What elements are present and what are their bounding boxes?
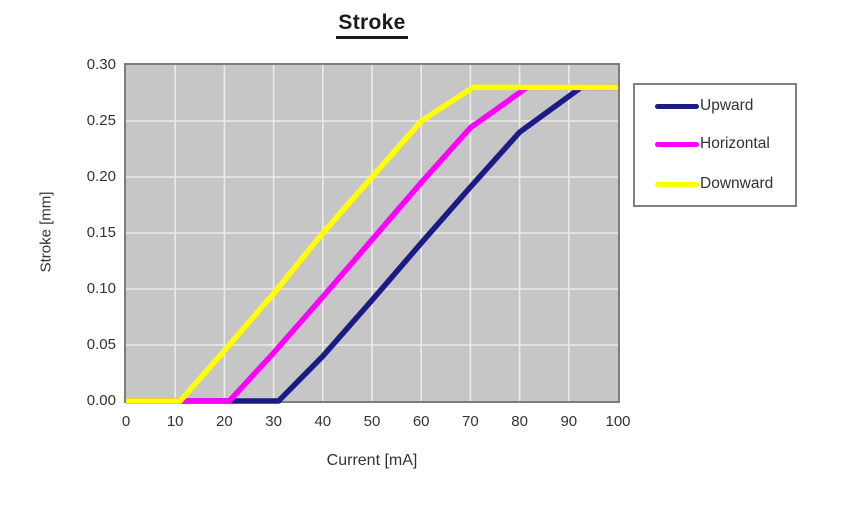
y-tick-label: 0.20 — [86, 168, 116, 185]
legend-item-downward: Downward — [655, 174, 773, 194]
x-tick-label: 40 — [314, 413, 332, 430]
y-tick-label: 0.10 — [86, 280, 116, 297]
y-tick-label: 0.15 — [86, 224, 116, 241]
legend-item-upward: Upward — [655, 96, 753, 116]
x-tick-label: 70 — [462, 413, 479, 430]
y-axis-label: Stroke [mm] — [37, 191, 55, 273]
y-tick-label: 0.00 — [86, 392, 116, 409]
legend: Upward Horizontal Downward — [633, 83, 797, 207]
y-tick-label: 0.30 — [86, 56, 116, 73]
x-tick-label: 30 — [265, 413, 282, 430]
legend-label-horizontal: Horizontal — [700, 135, 770, 152]
series-line-upward — [126, 84, 618, 404]
x-tick-label: 90 — [560, 413, 578, 430]
x-tick-label: 50 — [363, 413, 381, 430]
legend-label-downward: Downward — [700, 175, 774, 192]
series-line-horizontal — [126, 84, 618, 404]
chart-title-text: Stroke — [336, 11, 408, 39]
y-tick-label: 0.05 — [86, 336, 116, 353]
x-tick-label: 10 — [166, 413, 184, 430]
downward-line-swatch — [655, 181, 699, 187]
horizontal-line-swatch — [655, 141, 699, 147]
x-axis-label: Current [mA] — [326, 452, 418, 469]
legend-item-horizontal: Horizontal — [655, 134, 770, 154]
legend-label-upward: Upward — [700, 97, 754, 114]
x-tick-label: 80 — [511, 413, 528, 430]
y-tick-label: 0.25 — [86, 112, 116, 129]
x-tick-label: 100 — [605, 413, 631, 430]
chart-title: Stroke — [126, 11, 618, 39]
series-line-downward — [126, 84, 618, 404]
plot-canvas — [126, 65, 618, 404]
x-tick-label: 60 — [412, 413, 430, 430]
x-tick-label: 20 — [216, 413, 233, 430]
plot-area — [124, 63, 620, 404]
upward-line-swatch — [655, 103, 699, 109]
x-tick-label: 0 — [121, 413, 131, 430]
